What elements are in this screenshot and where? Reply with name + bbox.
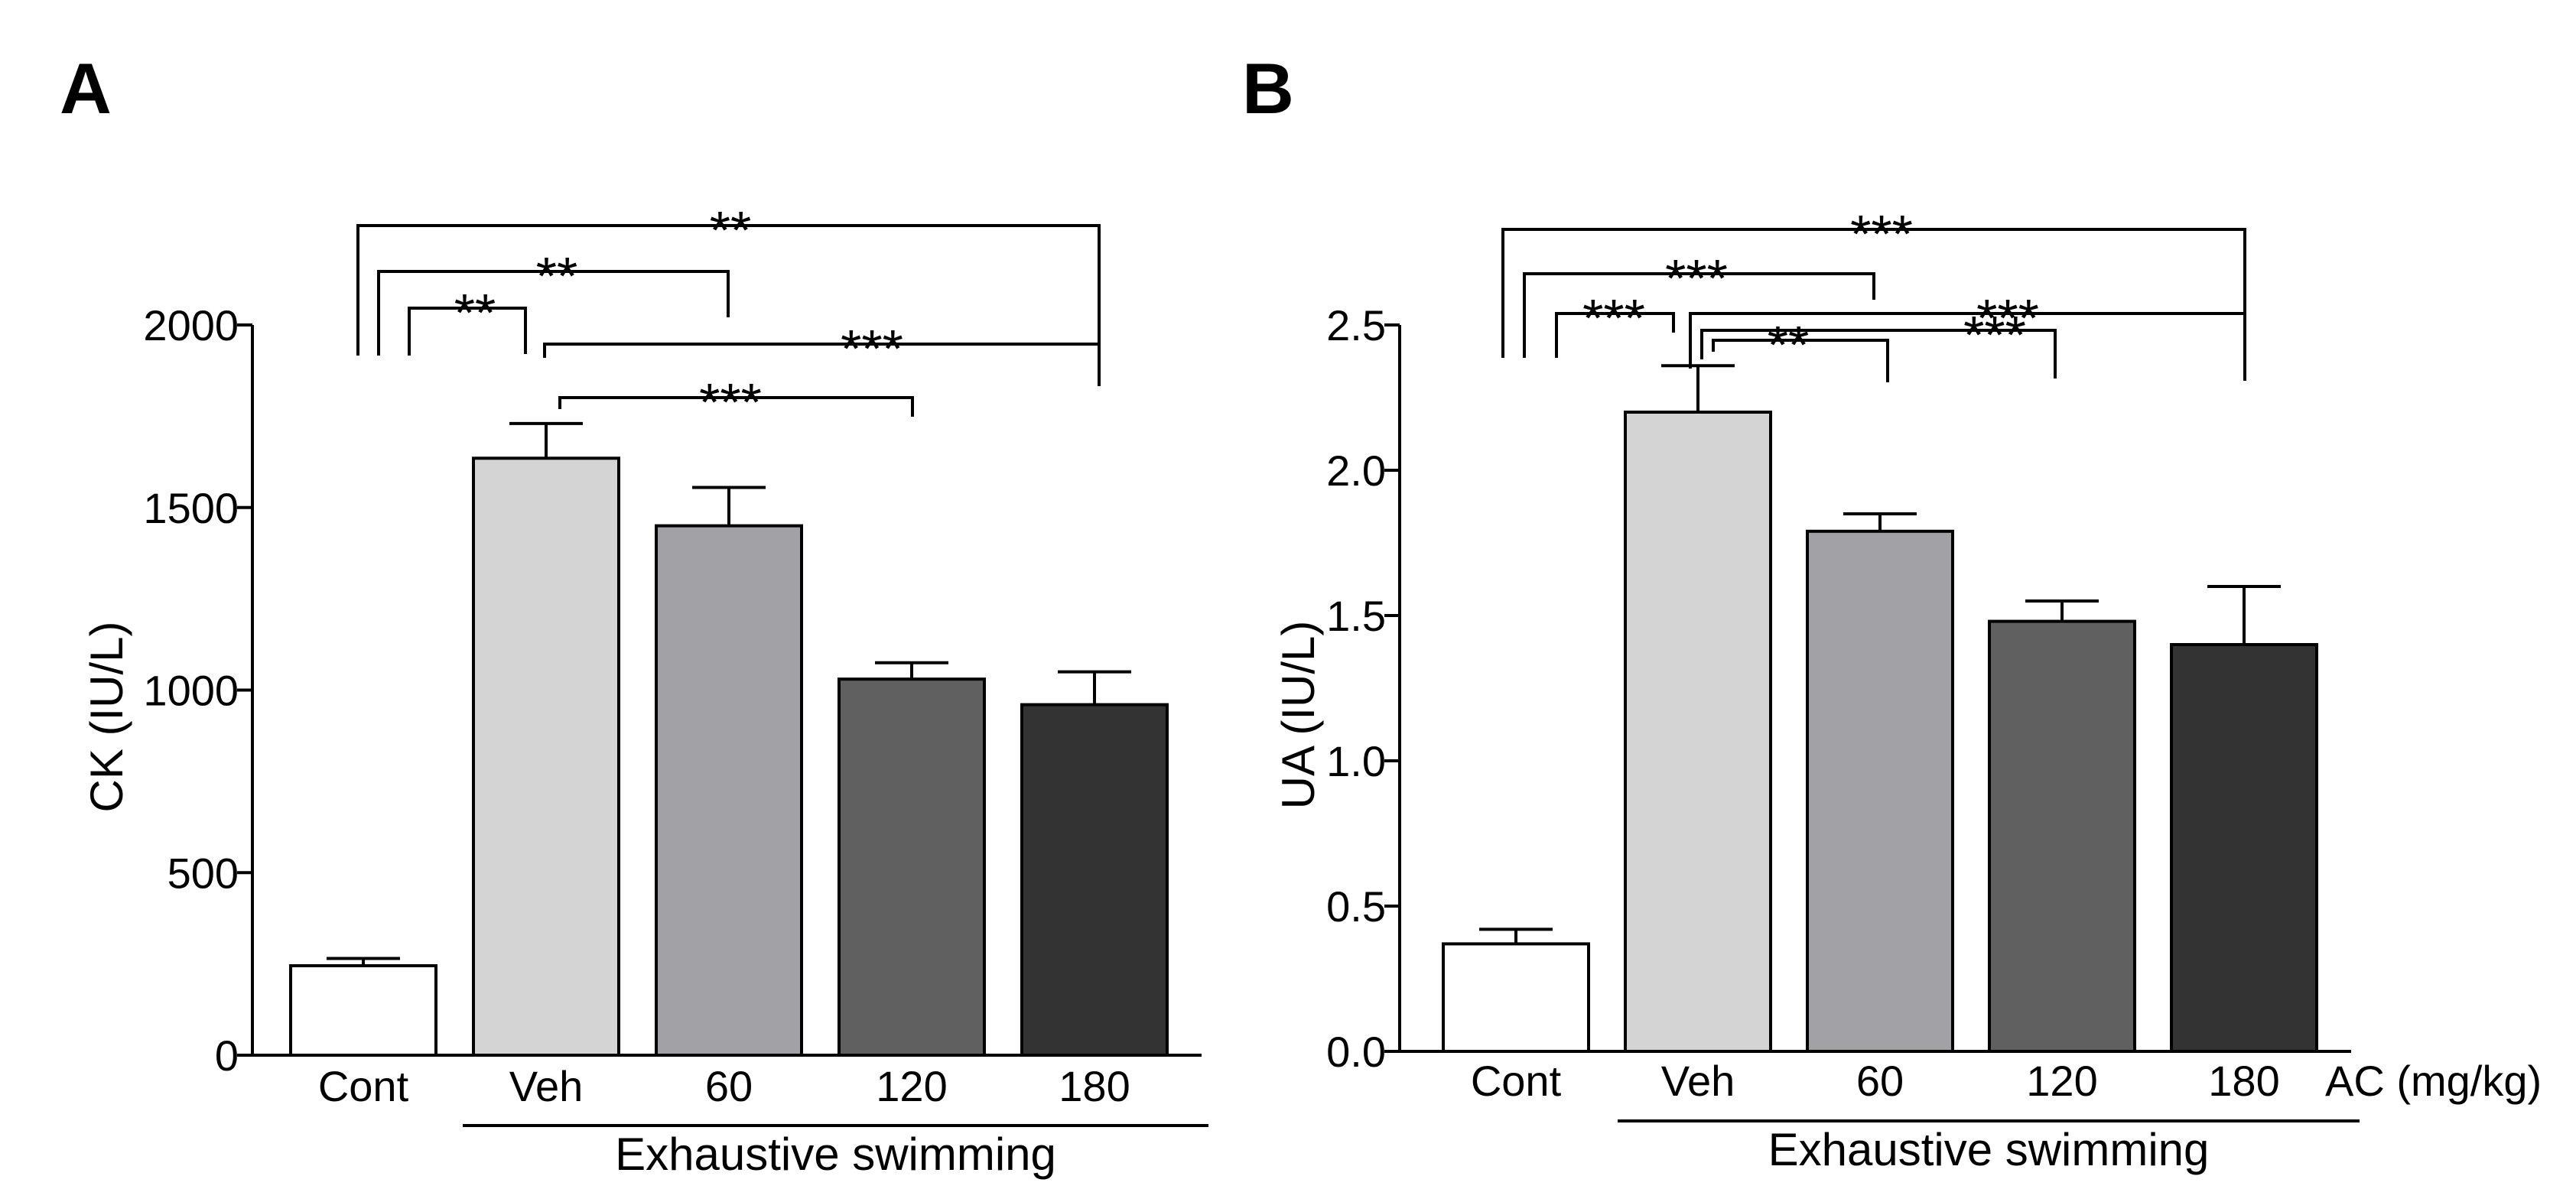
significance-label: ***: [699, 372, 762, 432]
bar-120: [838, 677, 986, 1057]
y-tick-label: 0.5: [1326, 882, 1386, 931]
category-label: 60: [705, 1062, 753, 1110]
bar-60: [655, 524, 803, 1057]
category-label: Cont: [1471, 1057, 1562, 1105]
bar-180: [2170, 643, 2318, 1053]
panel-b: B 0.0 0.5 1.0 1.5 2.0 2.5 UA (IU/L) Cont Veh 60 12…: [1242, 48, 2542, 1175]
y-axis-title: CK (IU/L): [81, 621, 132, 812]
panel-b-label: B: [1242, 48, 1294, 128]
significance-bracket: [1555, 312, 1675, 358]
bar-cont: [289, 964, 437, 1057]
category-label: 180: [1059, 1062, 1130, 1110]
x-unit-label: AC (mg/kg): [2325, 1057, 2542, 1105]
y-tick-label: 0.0: [1326, 1028, 1386, 1076]
significance-bracket: [377, 270, 730, 356]
category-label: Cont: [318, 1062, 409, 1110]
significance-bracket: [408, 307, 527, 356]
significance-label: ***: [1850, 204, 1913, 264]
significance-bracket: [1689, 312, 2246, 381]
category-label: 120: [2026, 1057, 2097, 1105]
bar-180: [1020, 703, 1169, 1057]
significance-bracket: [558, 396, 914, 417]
y-tick-label: 2.0: [1326, 447, 1386, 495]
bar-60: [1806, 529, 1954, 1053]
category-label: 180: [2208, 1057, 2279, 1105]
significance-bracket: [1501, 228, 2246, 381]
panel-a-plot: 0 500 1000 1500 2000 CK (IU/L) Cont Veh 60 120 180…: [81, 200, 1208, 1180]
significance-bracket: [1700, 329, 2057, 378]
y-axis-title: UA (IU/L): [1273, 621, 1324, 810]
bar-cont: [1442, 942, 1590, 1054]
group-label: Exhaustive swimming: [615, 1129, 1056, 1180]
panel-b-plot: 0.0 0.5 1.0 1.5 2.0 2.5 UA (IU/L) Cont Veh 60 120 1…: [1273, 204, 2542, 1175]
bar-120: [1988, 619, 2136, 1053]
y-tick-label: 1000: [143, 667, 239, 715]
significance-bracket: [356, 224, 1101, 386]
bar-veh: [472, 456, 620, 1057]
significance-bracket: [1523, 272, 1875, 358]
significance-bracket: [1712, 339, 1889, 382]
significance-label: **: [536, 246, 577, 306]
significance-bracket: [543, 343, 1101, 386]
y-tick-label: 0: [215, 1031, 239, 1080]
significance-label: **: [454, 283, 496, 343]
y-tick-label: 500: [168, 849, 239, 897]
significance-label: ***: [1665, 249, 1728, 308]
category-label: 60: [1856, 1057, 1904, 1105]
y-tick-label: 2000: [143, 301, 239, 349]
panel-a: A 0 500 1000 1500 2000 CK (IU/L) Cont Veh 60 120 1…: [60, 48, 1208, 1180]
significance-label: **: [710, 200, 751, 260]
y-tick-label: 1500: [143, 484, 239, 532]
group-label: Exhaustive swimming: [1768, 1124, 2210, 1175]
panel-a-label: A: [60, 48, 112, 128]
y-tick-label: 1.5: [1326, 592, 1386, 640]
significance-label: **: [1768, 315, 1809, 375]
category-label: 120: [876, 1062, 947, 1110]
bar-veh: [1624, 411, 1772, 1053]
significance-label: ***: [1582, 288, 1645, 348]
significance-label: ***: [1963, 305, 2026, 365]
y-tick-label: 1.0: [1326, 737, 1386, 785]
significance-label: ***: [1976, 288, 2039, 348]
y-tick-label: 2.5: [1326, 301, 1386, 349]
significance-label: ***: [841, 319, 903, 378]
category-label: Veh: [509, 1062, 584, 1110]
category-label: Veh: [1661, 1057, 1735, 1105]
